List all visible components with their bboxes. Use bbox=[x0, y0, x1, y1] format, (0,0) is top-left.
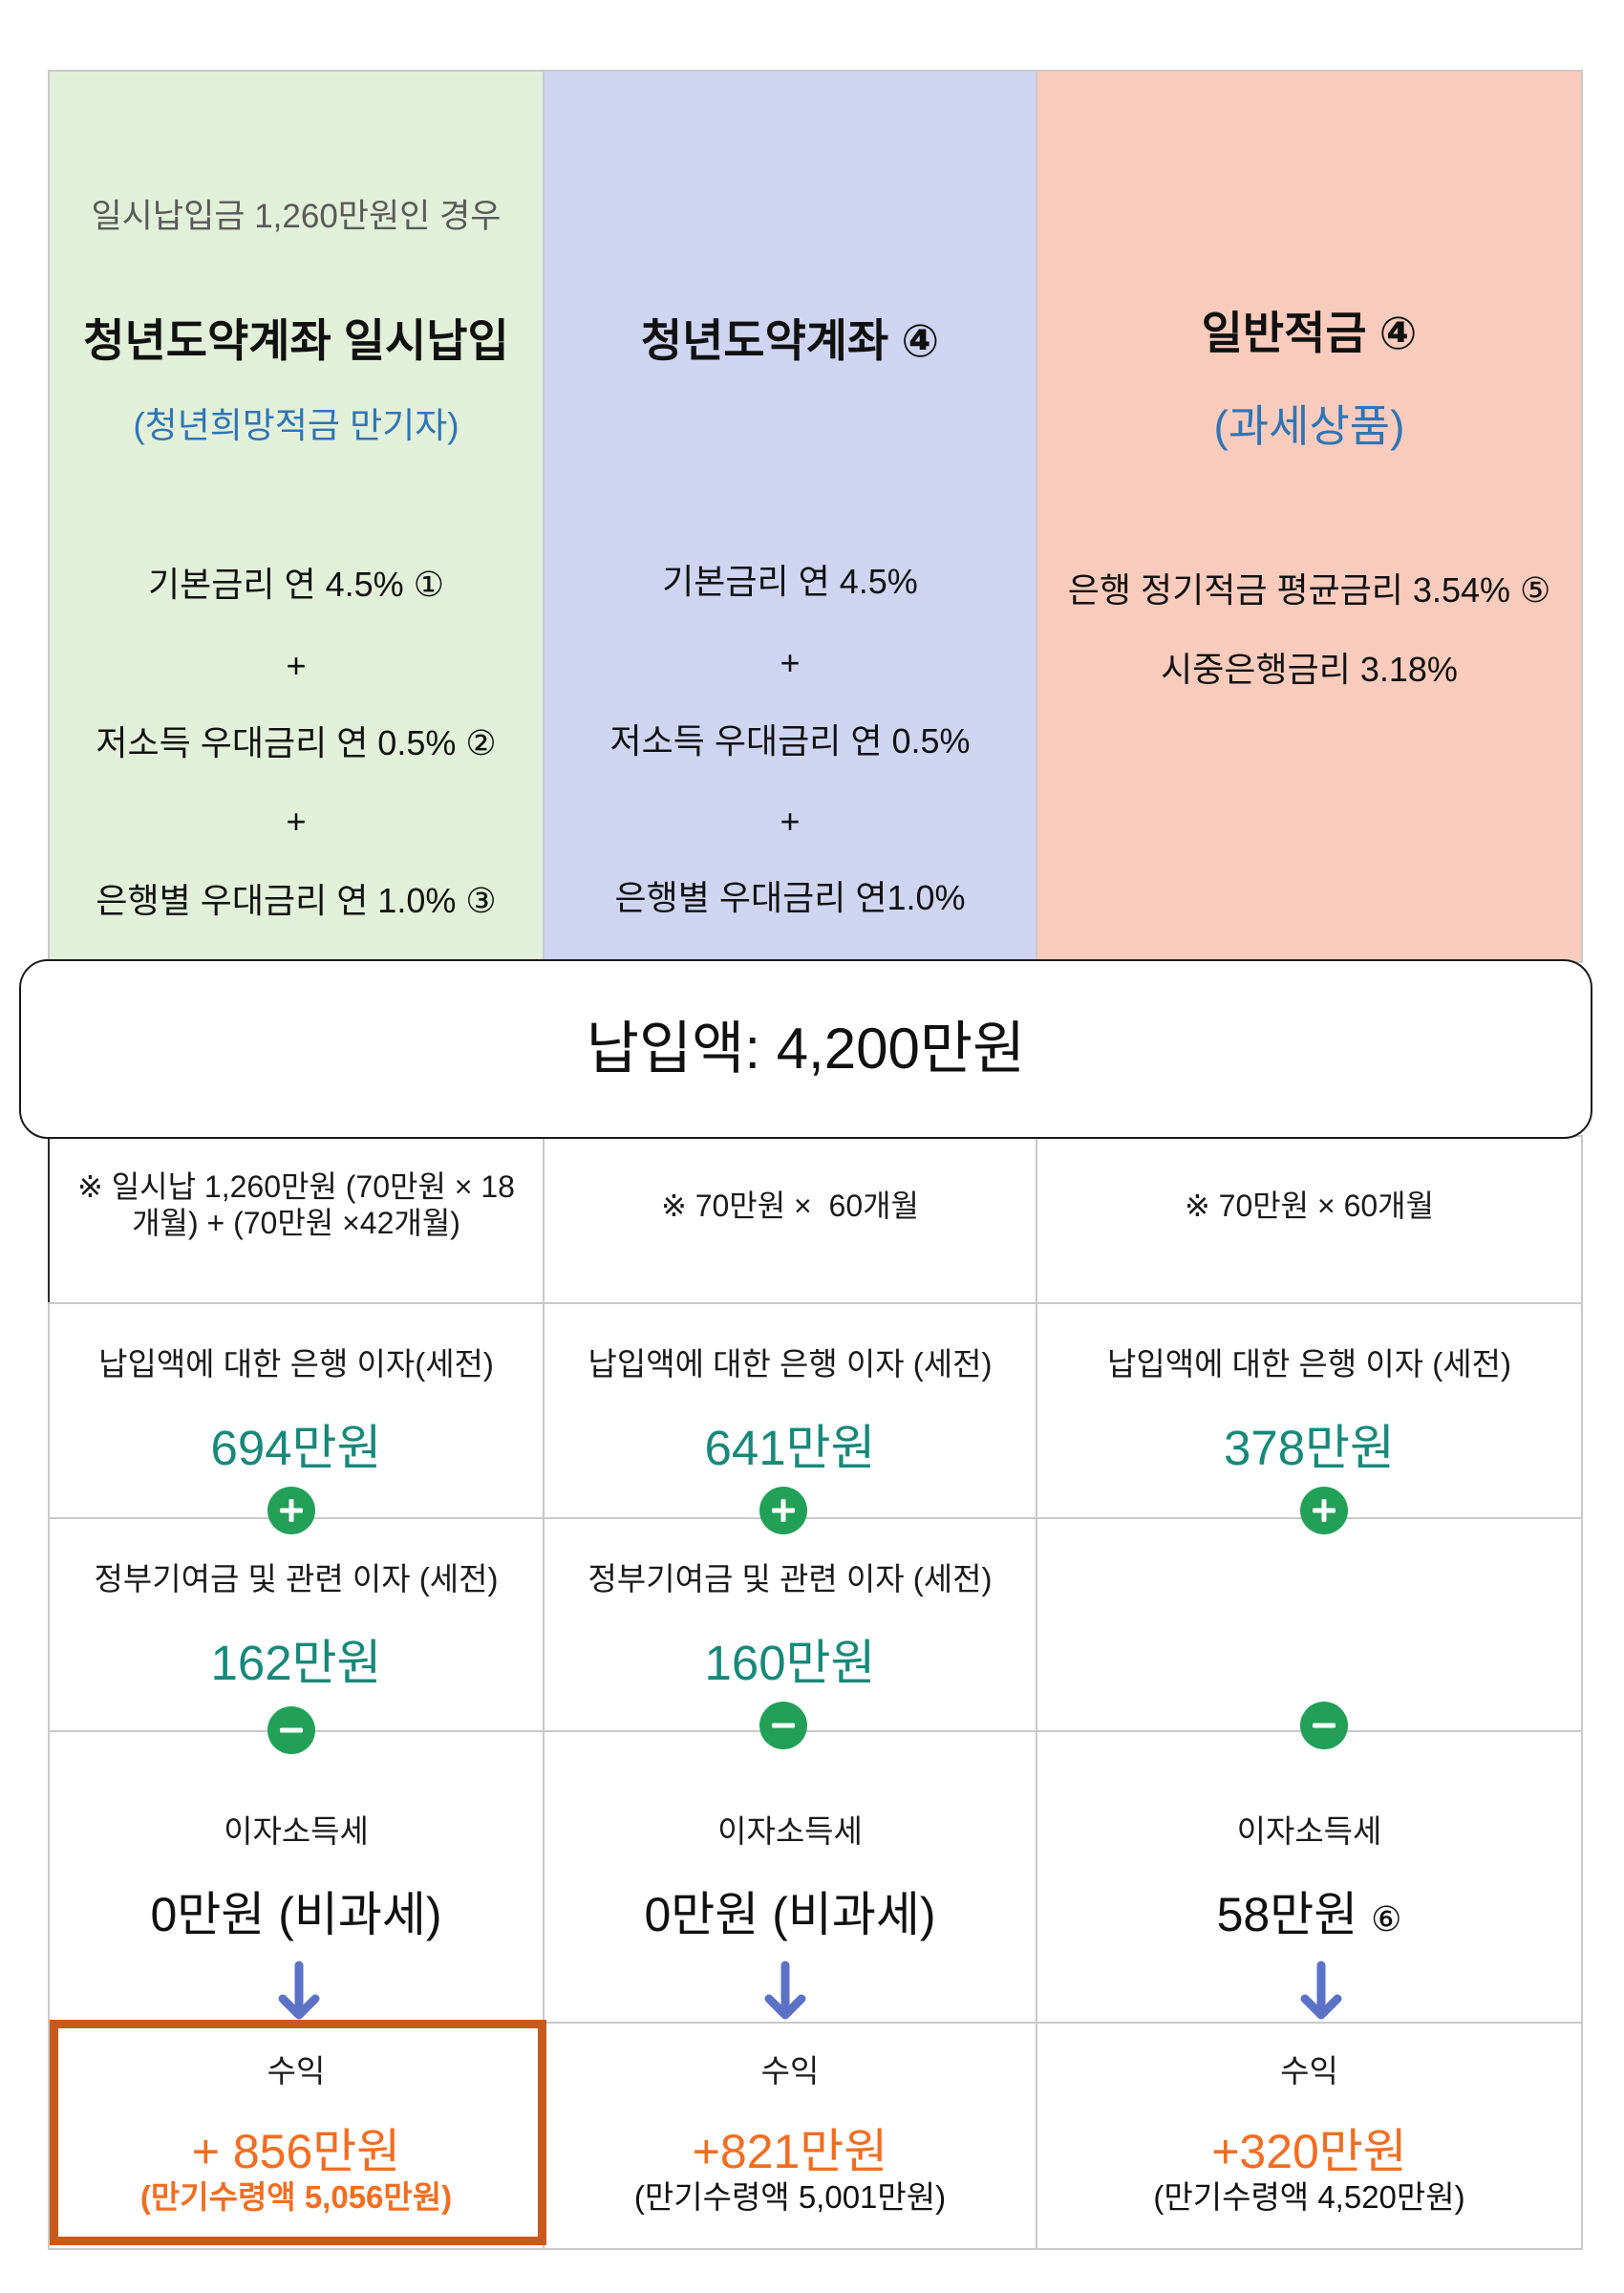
minus-circle-icon bbox=[1300, 1702, 1348, 1749]
bank-interest-label: 납입액에 대한 은행 이자(세전) bbox=[98, 1346, 494, 1382]
profit-label: 수익 bbox=[267, 2053, 326, 2089]
profit-cell: 수익 +821만원 (만기수령액 5,001만원) bbox=[543, 2022, 1037, 2250]
interest-tax-label: 이자소득세 bbox=[224, 1813, 369, 1849]
header-regular-savings: 일반적금 ④ (과세상품) 은행 정기적금 평균금리 3.54% ⑤ 시중은행금… bbox=[1036, 70, 1583, 963]
down-arrow-icon bbox=[764, 1961, 806, 2020]
interest-tax-value: 58만원 ⑥ bbox=[1037, 1886, 1581, 1948]
government-contribution-value: 160만원 bbox=[704, 1636, 876, 1690]
government-contribution-label: 정부기여금 및 관련 이자 (세전) bbox=[588, 1561, 993, 1597]
bank-interest-cell: 납입액에 대한 은행 이자 (세전) 641만원 bbox=[543, 1302, 1037, 1534]
base-rate: 기본금리 연 4.5% ① bbox=[148, 565, 444, 604]
profit-value: +821만원 bbox=[692, 2125, 888, 2178]
maturity-amount: (만기수령액 4,520만원) bbox=[1153, 2179, 1465, 2215]
payment-note-line: ※ 70만원 × 60개월 bbox=[1184, 1189, 1435, 1223]
product-title: 청년도약계좌 ④ bbox=[640, 315, 940, 366]
product-title: 청년도약계좌 일시납입 bbox=[83, 315, 509, 366]
profit-value: +320만원 bbox=[1211, 2125, 1407, 2178]
bank-interest-value: 694만원 bbox=[210, 1421, 382, 1475]
profit-cell: 수익 + 856만원 (만기수령액 5,056만원) bbox=[48, 2022, 545, 2250]
maturity-amount: (만기수령액 5,001만원) bbox=[633, 2179, 947, 2215]
interest-tax-cell: 이자소득세 0만원 (비과세) bbox=[48, 1730, 545, 2024]
commercial-bank-rate: 시중은행금리 3.18% bbox=[1161, 650, 1458, 689]
interest-tax-cell: 이자소득세 58만원 ⑥ bbox=[1036, 1730, 1583, 2024]
payment-note-line: 개월) + (70만원 ×42개월) bbox=[132, 1206, 460, 1240]
plus-circle-icon bbox=[759, 1487, 807, 1534]
bank-interest-value: 641만원 bbox=[704, 1421, 876, 1475]
bank-interest-value: 378만원 bbox=[1224, 1421, 1395, 1475]
bank-interest-cell: 납입액에 대한 은행 이자 (세전) 378만원 bbox=[1036, 1302, 1583, 1534]
header-youth-account-lump-sum: 일시납입금 1,260만원인 경우 청년도약계좌 일시납입 (청년희망적금 만기… bbox=[48, 70, 545, 963]
profit-label: 수익 bbox=[760, 2053, 820, 2089]
down-arrow-icon bbox=[1300, 1961, 1342, 2020]
bank-interest-label: 납입액에 대한 은행 이자 (세전) bbox=[1107, 1346, 1511, 1382]
lump-sum-condition-note: 일시납입금 1,260만원인 경우 bbox=[91, 198, 502, 235]
interest-tax-label: 이자소득세 bbox=[1236, 1813, 1382, 1849]
government-contribution-cell: 정부기여금 및 관련 이자 (세전) 162만원 bbox=[48, 1517, 545, 1754]
bank-interest-cell: 납입액에 대한 은행 이자(세전) 694만원 bbox=[48, 1302, 545, 1534]
footnote-marker: ⑥ bbox=[1371, 1899, 1402, 1939]
interest-tax-value: 0만원 (비과세) bbox=[150, 1888, 442, 1941]
payment-note-cell: ※ 70만원 × 60개월 bbox=[1036, 1135, 1583, 1304]
interest-tax-value: 0만원 (비과세) bbox=[644, 1888, 936, 1941]
total-deposit-box: 납입액: 4,200만원 bbox=[19, 959, 1592, 1139]
profit-cell: 수익 +320만원 (만기수령액 4,520만원) bbox=[1036, 2022, 1583, 2250]
maturity-amount: (만기수령액 5,056만원) bbox=[139, 2179, 453, 2215]
product-subtitle: (과세상품) bbox=[1213, 401, 1405, 451]
product-subtitle: (청년희망적금 만기자) bbox=[133, 406, 459, 445]
government-contribution-cell-empty bbox=[1036, 1517, 1583, 1749]
average-savings-rate: 은행 정기적금 평균금리 3.54% ⑤ bbox=[1067, 570, 1551, 610]
government-contribution-value: 162만원 bbox=[210, 1636, 382, 1690]
plus-sign: + bbox=[780, 802, 801, 841]
profit-label: 수익 bbox=[1280, 2053, 1338, 2089]
plus-circle-icon bbox=[1300, 1487, 1348, 1534]
bank-interest-label: 납입액에 대한 은행 이자 (세전) bbox=[588, 1346, 993, 1382]
bank-bonus-rate: 은행별 우대금리 연1.0% bbox=[614, 878, 966, 917]
product-title: 일반적금 ④ bbox=[1201, 308, 1418, 358]
government-contribution-cell: 정부기여금 및 관련 이자 (세전) 160만원 bbox=[543, 1517, 1037, 1749]
low-income-bonus-rate: 저소득 우대금리 연 0.5% ② bbox=[96, 723, 497, 762]
down-arrow-icon bbox=[278, 1961, 320, 2020]
payment-note-line: ※ 70만원 × 60개월 bbox=[660, 1189, 919, 1223]
payment-note-cell: ※ 일시납 1,260만원 (70만원 × 18 개월) + (70만원 ×42… bbox=[48, 1135, 545, 1304]
bank-bonus-rate: 은행별 우대금리 연 1.0% ③ bbox=[96, 881, 497, 920]
plus-sign: + bbox=[286, 802, 307, 841]
minus-circle-icon bbox=[267, 1706, 315, 1754]
base-rate: 기본금리 연 4.5% bbox=[662, 562, 918, 601]
plus-sign: + bbox=[286, 646, 307, 685]
total-deposit-amount: 납입액: 4,200만원 bbox=[586, 1017, 1026, 1081]
interest-tax-label: 이자소득세 bbox=[717, 1813, 863, 1849]
interest-tax-cell: 이자소득세 0만원 (비과세) bbox=[543, 1730, 1037, 2024]
header-youth-account: 청년도약계좌 ④ 기본금리 연 4.5% + 저소득 우대금리 연 0.5% +… bbox=[543, 70, 1037, 963]
interest-tax-amount: 58만원 bbox=[1216, 1888, 1358, 1941]
payment-note-line: ※ 일시납 1,260만원 (70만원 × 18 bbox=[77, 1169, 515, 1204]
profit-value: + 856만원 bbox=[191, 2125, 401, 2178]
minus-circle-icon bbox=[759, 1702, 807, 1749]
payment-note-cell: ※ 70만원 × 60개월 bbox=[543, 1135, 1037, 1304]
low-income-bonus-rate: 저소득 우대금리 연 0.5% bbox=[609, 721, 971, 761]
government-contribution-label: 정부기여금 및 관련 이자 (세전) bbox=[94, 1561, 499, 1597]
plus-sign: + bbox=[780, 643, 801, 682]
plus-circle-icon bbox=[267, 1487, 315, 1534]
